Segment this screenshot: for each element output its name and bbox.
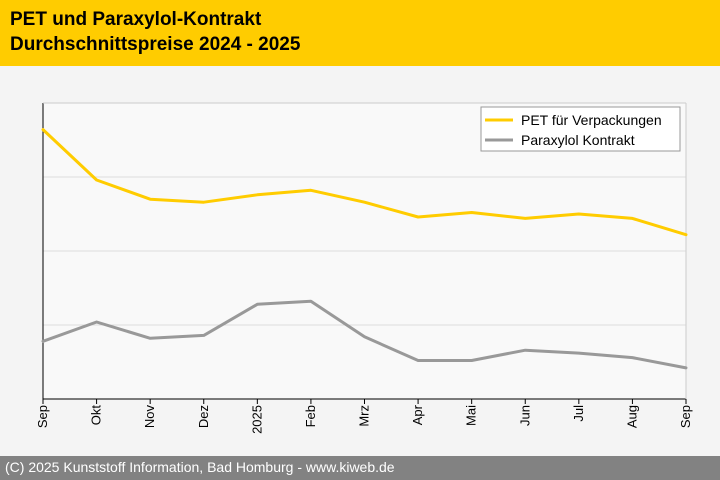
x-tick-label: Sep [678,405,693,428]
chart-subtitle: Durchschnittspreise 2024 - 2025 [10,34,301,55]
x-tick-label: Aug [624,405,639,428]
series-line-pet [41,128,688,237]
x-tick-label: Dez [196,405,211,428]
x-tick-label: Jun [517,405,532,426]
axes [42,102,687,404]
x-tick-label: Feb [303,405,318,427]
chart-title: PET und Paraxylol-Kontrakt [10,9,262,30]
x-tick-label: Nov [142,405,157,429]
legend: PET für Verpackungen Paraxylol Kontrakt [480,106,681,152]
x-tick-label: Sep [35,405,50,428]
x-tick-label: Okt [89,405,104,426]
legend-box [480,106,681,152]
x-tick-label: Mai [464,405,479,426]
grid-lines [43,176,686,326]
series-line-paraxylol [41,299,688,370]
chart-header: PET und Paraxylol-Kontrakt Durchschnitts… [0,0,720,66]
copyright-text: (C) 2025 Kunststoff Information, Bad Hom… [5,459,395,475]
x-tick-label: Mrz [357,405,372,427]
x-tick-label: Jul [571,405,586,422]
footer-bar: (C) 2025 Kunststoff Information, Bad Hom… [0,456,720,480]
x-tick-label: Apr [410,404,425,425]
x-tick-label: 2025 [249,405,264,434]
series-layer [41,128,688,370]
x-tick-labels: Sep Okt Nov Dez 2025 Feb Mrz Apr Mai Jun Jul Aug Sep [35,404,693,434]
line-chart: Sep Okt Nov Dez 2025 Feb Mrz Apr Mai Jun Jul Aug Sep… [35,102,693,434]
legend-label: Paraxylol Kontrakt [521,132,635,148]
legend-label: PET für Verpackungen [521,112,662,128]
